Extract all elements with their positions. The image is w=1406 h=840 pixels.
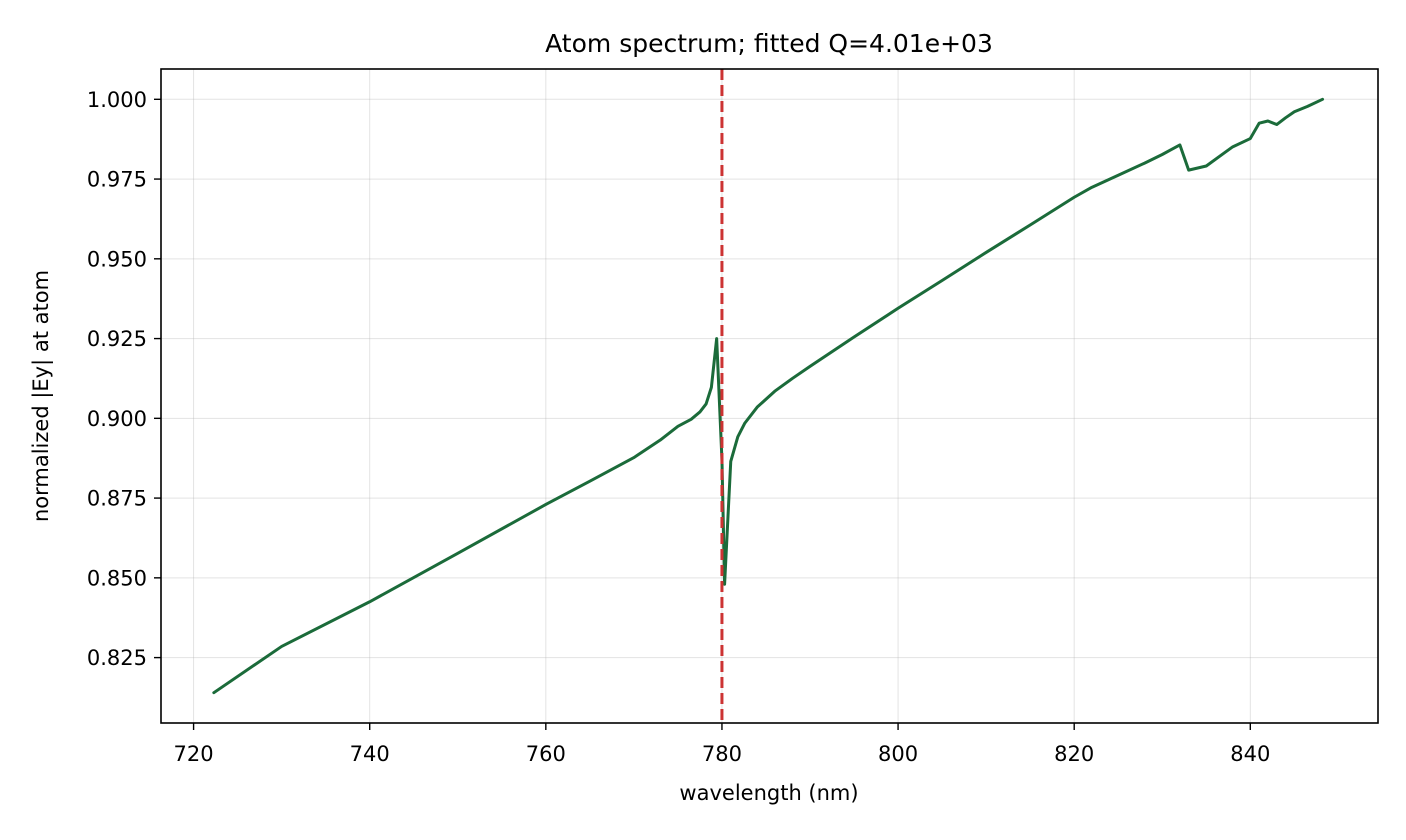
x-tick-label: 780 <box>702 742 742 766</box>
tick-layer: 720 740 760 780 800 820 840 0.825 0.850 0.875 0.90… <box>87 88 1270 766</box>
y-tick-label: 0.850 <box>87 566 147 590</box>
y-tick-label: 1.000 <box>87 88 147 112</box>
y-tick-label: 0.825 <box>87 646 147 670</box>
plot-frame <box>160 68 1379 724</box>
y-tick-label: 0.975 <box>87 168 147 192</box>
y-tick-label: 0.900 <box>87 407 147 431</box>
series-line-0 <box>212 97 1325 695</box>
data-layer <box>212 69 1325 723</box>
y-axis-label: normalized |Ey| at atom <box>29 270 54 522</box>
grid-layer <box>161 69 1378 723</box>
chart-title: Atom spectrum; fitted Q=4.01e+03 <box>545 29 993 58</box>
x-tick-label: 840 <box>1230 742 1270 766</box>
x-tick-label: 760 <box>526 742 566 766</box>
y-tick-label: 0.925 <box>87 327 147 351</box>
x-axis-label: wavelength (nm) <box>679 781 858 805</box>
x-tick-label: 720 <box>174 742 214 766</box>
x-tick-label: 800 <box>878 742 918 766</box>
x-tick-label: 740 <box>350 742 390 766</box>
y-tick-label: 0.950 <box>87 247 147 271</box>
y-tick-label: 0.875 <box>87 487 147 511</box>
x-tick-label: 820 <box>1054 742 1094 766</box>
